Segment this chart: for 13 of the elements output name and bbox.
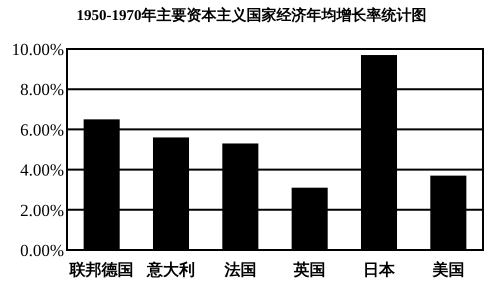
x-tick-label: 美国	[431, 260, 464, 279]
y-tick-label: 2.00%	[20, 200, 64, 220]
x-tick-label: 日本	[363, 260, 396, 279]
x-tick-label: 意大利	[146, 260, 195, 279]
chart-title: 1950-1970年主要资本主义国家经济年均增长率统计图	[76, 6, 426, 24]
y-tick-label: 4.00%	[20, 160, 64, 180]
x-tick-label: 法国	[223, 260, 256, 279]
x-tick-label: 联邦德国	[68, 260, 134, 279]
y-tick-label: 10.00%	[12, 40, 64, 59]
x-tick-label: 英国	[292, 260, 326, 279]
y-tick-label: 8.00%	[20, 80, 64, 100]
y-tick-label: 6.00%	[20, 120, 64, 140]
y-tick-label: 0.00%	[20, 241, 64, 260]
